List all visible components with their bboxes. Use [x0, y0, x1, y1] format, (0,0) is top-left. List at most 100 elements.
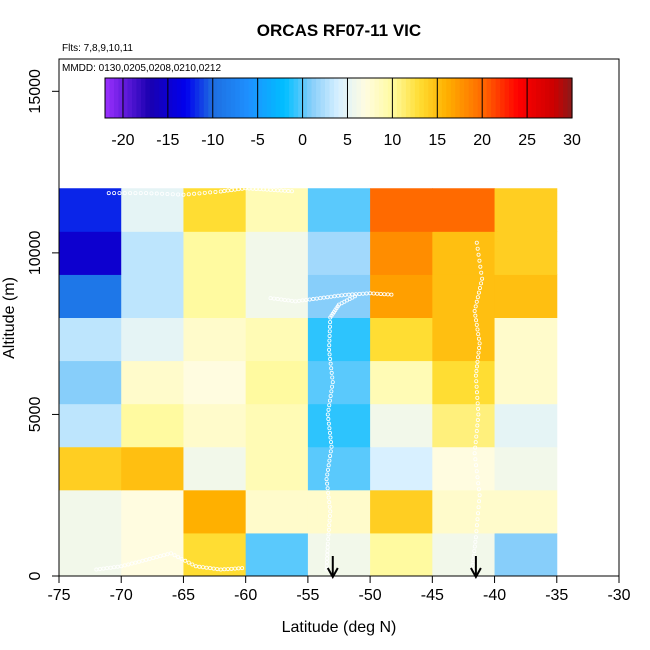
sample-point: [325, 472, 330, 477]
colorbar-swatch: [518, 78, 524, 118]
colorbar-swatch: [212, 78, 218, 118]
colorbar-swatch: [172, 78, 178, 118]
colorbar-swatch: [145, 78, 151, 118]
sample-point: [329, 444, 334, 449]
sample-point: [473, 313, 478, 318]
sample-point: [147, 556, 152, 561]
sample-point: [474, 523, 479, 528]
sample-point: [211, 566, 216, 571]
sample-point: [97, 567, 102, 572]
sample-point: [326, 417, 331, 422]
colorbar-swatch: [432, 78, 438, 118]
sample-point: [476, 406, 481, 411]
heatmap-cell: [494, 360, 558, 405]
sample-point: [218, 189, 223, 194]
sample-point: [179, 556, 184, 561]
sample-point: [325, 549, 330, 554]
colorbar-swatch: [437, 78, 443, 118]
colorbar-swatch: [316, 78, 322, 118]
sample-point: [229, 188, 234, 193]
heatmap-cell: [183, 274, 247, 318]
sample-point: [208, 190, 213, 195]
colorbar-swatch: [194, 78, 200, 118]
heatmap-cell: [370, 188, 433, 232]
colorbar-swatch: [298, 78, 304, 118]
sample-point: [476, 290, 481, 295]
colorbar-swatch: [419, 78, 425, 118]
colorbar-swatch: [545, 78, 551, 118]
sample-point: [330, 375, 335, 380]
sample-point: [476, 511, 481, 516]
colorbar-swatch: [217, 78, 223, 118]
sample-point: [339, 293, 344, 298]
sample-point: [240, 566, 245, 571]
colorbar-swatch: [271, 78, 277, 118]
heatmap-cell: [59, 188, 122, 232]
sample-point: [325, 481, 330, 486]
sample-point: [474, 463, 479, 468]
colorbar-swatch: [208, 78, 214, 118]
sample-point: [144, 557, 149, 562]
sample-point: [304, 297, 309, 302]
sample-point: [476, 350, 481, 355]
colorbar-swatch: [392, 78, 398, 118]
colorbar-swatch: [414, 78, 420, 118]
dates-note: MMDD: 0130,0205,0208,0210,0212: [62, 63, 221, 74]
sample-point: [329, 370, 334, 375]
sample-point: [328, 294, 333, 299]
sample-point: [286, 298, 291, 303]
sample-point: [471, 553, 476, 558]
sample-point: [475, 417, 480, 422]
colorbar-swatch: [347, 78, 353, 118]
flights-note: Flts: 7,8,9,10,11: [62, 43, 133, 54]
colorbar-swatch: [450, 78, 456, 118]
colorbar-swatch: [262, 78, 268, 118]
heatmap-cells: [59, 188, 558, 577]
sample-point: [192, 191, 197, 196]
sample-point: [326, 421, 331, 426]
colorbar-swatch: [536, 78, 542, 118]
sample-point: [101, 566, 106, 571]
sample-point: [479, 281, 484, 286]
colorbar-swatch: [468, 78, 474, 118]
sample-point: [328, 361, 333, 366]
arrow-marker-head: [470, 567, 482, 580]
sample-point: [473, 535, 478, 540]
sample-point: [326, 490, 331, 495]
sample-point: [202, 190, 207, 195]
heatmap-cell: [494, 489, 558, 534]
sample-point: [474, 364, 479, 369]
arrow-marker-head: [326, 567, 339, 580]
colorbar-tick-label: -10: [201, 132, 224, 149]
sample-point: [115, 564, 120, 569]
heatmap-cell: [245, 188, 309, 232]
x-tick-label: -30: [607, 587, 630, 604]
sample-point: [154, 555, 159, 560]
heatmap-cell: [307, 360, 371, 405]
colorbar-tick-label: 15: [428, 132, 446, 149]
colorbar-swatch: [105, 78, 111, 118]
colorbar-swatch: [289, 78, 295, 118]
sample-point: [122, 191, 127, 196]
arrow-markers: [326, 556, 482, 580]
sample-point: [476, 355, 481, 360]
colorbar-swatch: [320, 78, 326, 118]
heatmap-cell: [183, 446, 247, 491]
sample-point: [474, 322, 479, 327]
heatmap-cell: [432, 489, 496, 534]
colorbar-swatch: [486, 78, 492, 118]
x-tick-label: -55: [296, 587, 319, 604]
heatmap-cell: [432, 532, 496, 577]
colorbar-swatch: [280, 78, 286, 118]
colorbar-swatch: [446, 78, 452, 118]
sample-point: [480, 276, 485, 281]
sample-point: [336, 293, 341, 298]
colorbar-swatch: [365, 78, 371, 118]
colorbar-swatch: [549, 78, 555, 118]
heatmap-cell: [59, 403, 122, 448]
sample-point: [474, 469, 479, 474]
sample-point: [326, 495, 331, 500]
colorbar-swatch: [558, 78, 564, 118]
colorbar-tick-label: 20: [473, 132, 491, 149]
